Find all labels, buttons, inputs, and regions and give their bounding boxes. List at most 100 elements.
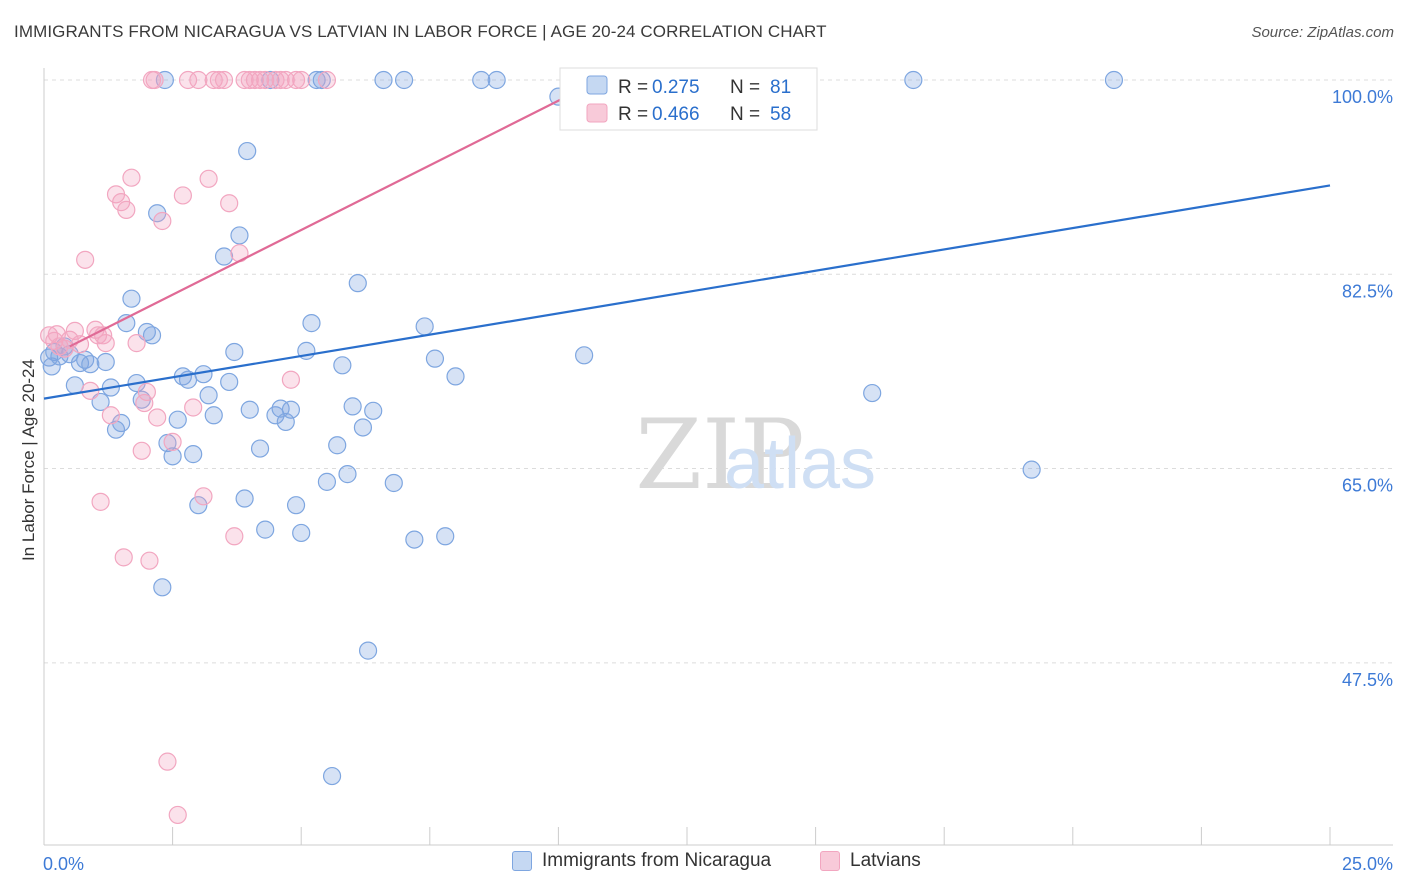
nicaragua-point-75 — [1022, 460, 1041, 479]
nicaragua-point-58 — [348, 274, 367, 293]
nicaragua-point-48 — [292, 523, 311, 543]
nicaragua-point-16 — [122, 289, 141, 308]
y-tick-label-3: 47.5% — [1342, 670, 1393, 690]
latvian-point-23 — [135, 393, 154, 413]
nicaragua-point-31 — [199, 386, 218, 405]
nicaragua-point-62 — [384, 473, 403, 493]
latvian-point-35 — [184, 398, 203, 417]
legend-item-nicaragua[interactable]: Immigrants from Nicaragua — [512, 850, 771, 872]
latvian-point-36 — [189, 70, 208, 90]
legend-bottom-swatch-nicaragua — [512, 851, 532, 871]
nicaragua-point-50 — [302, 314, 321, 333]
latvian-point-46 — [240, 70, 259, 90]
latvian-point-24 — [137, 382, 156, 402]
latvian-point-15 — [101, 406, 120, 425]
chart-title: IMMIGRANTS FROM NICARAGUA VS LATVIAN IN … — [14, 22, 827, 41]
legend-r-value-1: 0.275 — [652, 77, 700, 98]
nicaragua-point-19 — [137, 322, 156, 342]
nicaragua-point-53 — [322, 766, 342, 786]
nicaragua-point-74 — [904, 70, 923, 90]
latvian-point-53 — [281, 370, 301, 389]
nicaragua-point-78 — [307, 70, 326, 90]
legend-bottom-label-nicaragua: Immigrants from Nicaragua — [542, 850, 772, 871]
latvian-point-18 — [114, 548, 133, 567]
latvian-point-14 — [96, 334, 115, 353]
latvian-point-37 — [194, 487, 213, 506]
latvian-point-48 — [250, 70, 270, 90]
latvian-point-49 — [256, 70, 275, 90]
latvian-point-30 — [158, 752, 177, 771]
nicaragua-point-40 — [250, 439, 270, 458]
nicaragua-point-28 — [184, 445, 203, 464]
latvian-point-42 — [220, 194, 239, 213]
grid — [44, 79, 1393, 664]
legend-n-label-1: N = — [730, 77, 760, 98]
latvian-point-6 — [65, 321, 84, 340]
y-axis-label-group: In Labor Force | Age 20-24 — [19, 359, 38, 561]
latvian-point-21 — [127, 334, 146, 353]
nicaragua-point-73 — [863, 383, 882, 403]
legend-bottom-swatch-latvians — [820, 851, 840, 871]
nicaragua-point-9 — [81, 355, 100, 374]
latvian-point-43 — [225, 527, 244, 546]
latvian-point-8 — [76, 250, 95, 269]
nicaragua-point-65 — [415, 317, 434, 336]
x-tick-max: 25.0% — [1342, 854, 1393, 874]
nicaragua-point-22 — [153, 578, 172, 597]
latvian-point-52 — [276, 70, 295, 90]
latvian-point-28 — [148, 408, 167, 427]
latvian-point-22 — [132, 441, 151, 460]
latvian-point-19 — [117, 200, 136, 219]
legend-n-value-2: 58 — [770, 104, 791, 125]
latvian-point-33 — [173, 186, 192, 205]
trend-lines — [43, 79, 1331, 400]
watermark-zip: ZIP — [635, 399, 804, 511]
nicaragua-point-33 — [214, 247, 234, 266]
nicaragua-point-39 — [240, 400, 259, 419]
legend-n-label-2: N = — [730, 104, 760, 125]
nicaragua-point-37 — [235, 489, 254, 508]
nicaragua-point-29 — [189, 496, 208, 515]
nicaragua-point-47 — [286, 496, 306, 515]
nicaragua-point-34 — [220, 372, 239, 392]
nicaragua-point-63 — [394, 70, 414, 90]
nicaragua-point-1 — [42, 357, 61, 376]
legend-r-label-1: R = — [618, 77, 648, 98]
nicaragua-point-24 — [163, 447, 182, 466]
legend-n-value-1: 81 — [770, 77, 791, 98]
nicaragua-point-71 — [575, 346, 594, 365]
nicaragua-point-70 — [487, 70, 506, 90]
latvian-point-45 — [235, 70, 254, 90]
axes: 100.0% 82.5% 65.0% 47.5% — [43, 68, 1393, 846]
nicaragua-point-64 — [405, 530, 424, 549]
legend-r-value-2: 0.466 — [652, 104, 700, 125]
nicaragua-point-42 — [261, 70, 280, 90]
latvian-point-56 — [317, 70, 337, 90]
latvian-point-0 — [40, 326, 59, 345]
nicaragua-point-79 — [374, 70, 393, 90]
nicaragua-point-56 — [338, 465, 357, 484]
nicaragua-point-69 — [472, 70, 491, 90]
legend-item-latvians[interactable]: Latvians — [820, 850, 921, 872]
nicaragua-point-6 — [65, 376, 84, 395]
nicaragua-point-54 — [328, 436, 347, 455]
latvian-point-41 — [214, 70, 234, 90]
nicaragua-point-20 — [142, 326, 162, 345]
nicaragua-point-55 — [333, 356, 352, 375]
latvian-trend-line — [69, 79, 601, 348]
x-tick-min: 0.0% — [43, 854, 84, 874]
nicaragua-point-60 — [358, 641, 378, 660]
legend-bottom: Immigrants from Nicaragua Latvians — [0, 850, 1406, 880]
nicaragua-point-41 — [256, 520, 275, 539]
nicaragua-point-59 — [353, 418, 373, 437]
latvian-point-29 — [153, 211, 172, 231]
nicaragua-point-52 — [317, 472, 337, 491]
latvian-point-34 — [178, 70, 198, 90]
latvian-point-40 — [209, 70, 228, 90]
nicaragua-point-25 — [168, 410, 187, 429]
latvian-point-31 — [163, 432, 182, 452]
latvian-point-55 — [292, 70, 311, 90]
nicaragua-point-76 — [1104, 70, 1124, 90]
latvian-point-20 — [122, 168, 141, 187]
